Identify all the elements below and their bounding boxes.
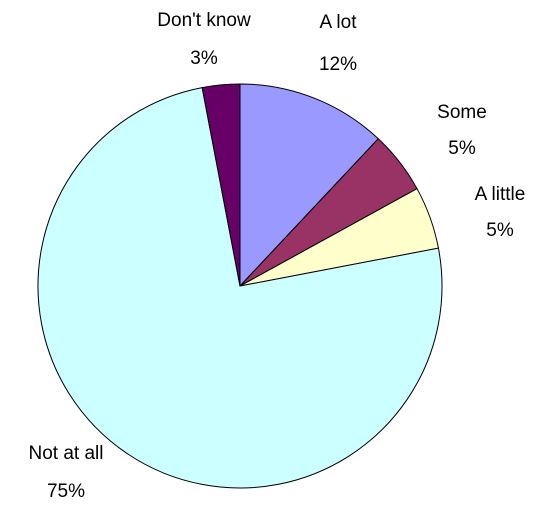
slice-value-not-at-all: 75% <box>47 481 85 502</box>
slice-value-a-lot: 12% <box>319 54 357 75</box>
slice-label-not-at-all: Not at all <box>29 443 104 464</box>
pie-slices <box>37 83 443 489</box>
slice-value-a-little: 5% <box>486 220 514 241</box>
pie-labels: A lot 12% Some 5% A little 5% Not at all 75% Don… <box>29 10 526 502</box>
slice-label-some: Some <box>437 102 487 123</box>
slice-label-a-lot: A lot <box>320 12 358 33</box>
slice-value-don-t-know: 3% <box>190 48 218 69</box>
slice-label-don-t-know: Don't know <box>157 10 251 31</box>
pie-slice-not-at-all <box>37 86 443 489</box>
slice-label-a-little: A little <box>475 184 526 205</box>
pie-slice-a-lot <box>239 83 379 288</box>
pie-slice-don-t-know <box>201 83 241 287</box>
slice-value-some: 5% <box>448 138 476 159</box>
